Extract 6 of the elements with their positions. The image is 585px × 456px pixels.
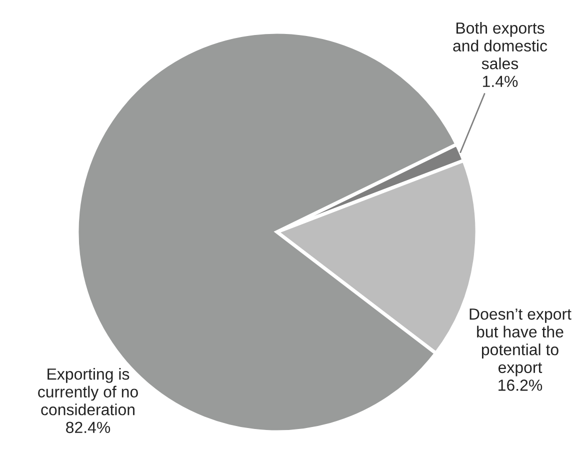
data-label: 82.4% [66, 422, 110, 434]
slice-label: Exporting is currently of no consideration [38, 368, 138, 416]
slice-label: Both exports and domestic sales [453, 22, 548, 70]
data-label: 1.4% [483, 76, 518, 88]
data-label: 16.2% [498, 380, 542, 391]
slice-label: Doesn’t export but have the potential to export [470, 308, 572, 376]
